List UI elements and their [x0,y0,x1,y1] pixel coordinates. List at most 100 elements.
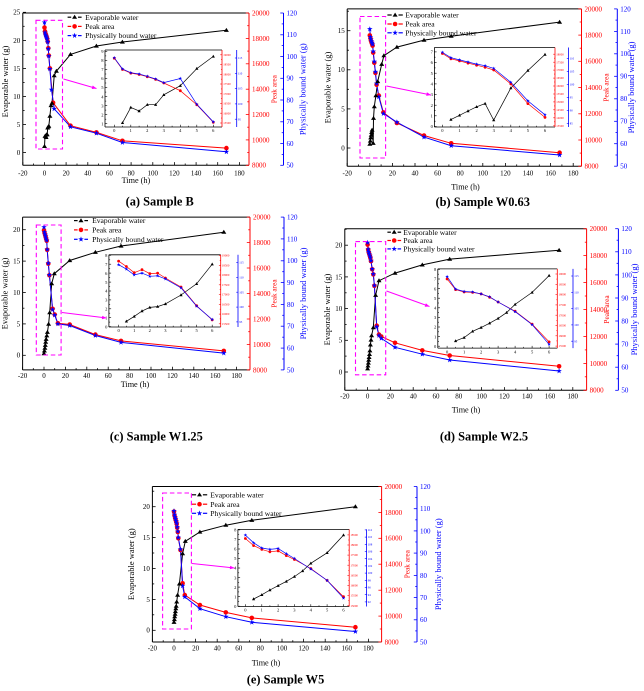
svg-text:17500: 17500 [350,553,358,557]
svg-text:10: 10 [143,565,151,573]
svg-text:16000: 16000 [556,84,564,88]
svg-text:18000: 18000 [253,239,271,247]
svg-text:95: 95 [570,96,574,100]
svg-text:160: 160 [545,170,556,178]
svg-text:3: 3 [105,298,108,303]
svg-text:8000: 8000 [252,162,267,170]
svg-text:19000: 19000 [222,254,230,258]
svg-text:70: 70 [620,118,628,126]
svg-text:14000: 14000 [556,116,564,120]
svg-text:80: 80 [621,317,629,325]
svg-text:0: 0 [234,604,237,609]
svg-text:16000: 16000 [222,312,230,316]
svg-text:16000: 16000 [385,535,403,543]
svg-text:0: 0 [117,328,120,333]
svg-text:70: 70 [287,118,295,126]
svg-text:180: 180 [231,372,242,380]
svg-text:18500: 18500 [350,533,358,537]
svg-text:80: 80 [455,393,463,401]
svg-text:17000: 17000 [222,293,230,297]
svg-text:18000: 18000 [590,252,608,260]
svg-text:60: 60 [287,140,295,148]
svg-text:Physically bound water: Physically bound water [405,28,477,37]
svg-text:14000: 14000 [585,84,603,92]
svg-text:4: 4 [180,328,183,333]
svg-text:6: 6 [431,60,434,65]
svg-text:(c) Sample W1.25: (c) Sample W1.25 [110,430,203,444]
svg-text:80: 80 [126,372,134,380]
svg-text:50: 50 [621,387,629,395]
svg-text:25: 25 [13,9,21,17]
svg-text:108: 108 [368,542,373,546]
svg-text:Physically bound water (g): Physically bound water (g) [433,518,443,610]
svg-text:102: 102 [368,564,373,568]
svg-text:140: 140 [523,170,534,178]
svg-text:14500: 14500 [556,108,564,112]
svg-text:8: 8 [234,528,237,533]
svg-text:100: 100 [287,53,298,61]
svg-text:15500: 15500 [350,594,358,598]
svg-text:4: 4 [179,128,182,133]
svg-text:Peak area: Peak area [85,22,115,31]
svg-text:14000: 14000 [590,306,608,314]
svg-text:6: 6 [234,547,237,552]
svg-text:140: 140 [191,170,202,178]
svg-text:120: 120 [287,214,298,222]
svg-text:13500: 13500 [556,124,564,128]
svg-text:7: 7 [101,67,104,72]
svg-text:100: 100 [239,305,244,309]
svg-text:80: 80 [128,170,136,178]
svg-text:0: 0 [441,128,444,133]
svg-text:18000: 18000 [556,52,564,56]
svg-text:Evaporable water (g): Evaporable water (g) [0,45,10,117]
svg-text:(b) Sample W0.63: (b) Sample W0.63 [435,195,529,209]
svg-text:100: 100 [148,170,159,178]
svg-text:110: 110 [238,71,243,75]
svg-text:Peak area: Peak area [602,295,611,324]
svg-text:8: 8 [105,253,108,258]
svg-text:2: 2 [434,325,436,330]
svg-text:Peak area: Peak area [602,73,611,102]
svg-text:17500: 17500 [222,283,230,287]
svg-text:15500: 15500 [223,121,231,125]
svg-text:4: 4 [510,128,513,133]
svg-text:3: 3 [163,128,166,133]
svg-text:90: 90 [287,75,295,83]
svg-text:7: 7 [234,537,237,542]
svg-text:-20: -20 [148,645,158,653]
svg-text:7: 7 [434,277,437,282]
svg-text:2: 2 [101,112,103,117]
svg-text:17000: 17000 [556,68,564,72]
svg-text:12000: 12000 [590,333,608,341]
svg-text:0: 0 [341,144,345,152]
svg-text:Evaporable water: Evaporable water [405,11,459,20]
svg-text:60: 60 [433,393,441,401]
svg-text:2: 2 [480,349,482,354]
svg-text:110: 110 [574,290,579,294]
svg-text:18000: 18000 [585,32,603,40]
svg-text:Time (h): Time (h) [122,176,151,185]
svg-text:20: 20 [335,242,343,250]
svg-text:3: 3 [293,608,296,613]
svg-text:50: 50 [287,162,295,170]
svg-text:6: 6 [434,286,437,291]
svg-text:70: 70 [621,341,629,349]
svg-text:110: 110 [420,505,431,513]
svg-text:3: 3 [431,92,434,97]
svg-text:5: 5 [434,296,437,301]
svg-text:15: 15 [338,27,346,35]
svg-text:18500: 18500 [223,63,231,67]
svg-text:5: 5 [531,349,534,354]
svg-text:120: 120 [169,170,180,178]
svg-text:16000: 16000 [253,264,271,272]
svg-text:100: 100 [368,571,373,575]
svg-text:2: 2 [149,328,151,333]
svg-text:110: 110 [287,235,298,243]
svg-text:16500: 16500 [556,76,564,80]
svg-text:6: 6 [548,349,551,354]
svg-text:20: 20 [143,503,151,511]
svg-text:180: 180 [568,170,579,178]
svg-text:120: 120 [287,9,298,17]
svg-text:6: 6 [212,128,215,133]
svg-text:15: 15 [13,258,21,266]
